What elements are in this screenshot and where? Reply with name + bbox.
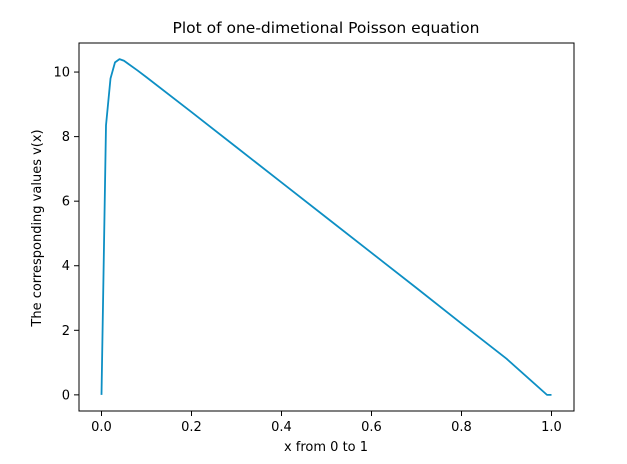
x-axis-label: x from 0 to 1 [284,440,368,455]
y-axis-label: The corresponding values v(x) [30,129,45,327]
x-axis-ticks: 0.0 0.2 0.4 0.6 0.8 1.0 [91,411,562,435]
y-axis-ticks: 0 2 4 6 8 10 [53,66,79,403]
line-layer [100,58,552,396]
x-tick-label: 0.6 [361,420,382,435]
plot-area [78,42,575,412]
x-tick-label: 1.0 [541,420,562,435]
x-tick-label: 0.0 [91,420,112,435]
chart-title: Plot of one-dimetional Poisson equation [172,19,479,37]
y-tick-label: 0 [62,388,70,403]
y-tick-label: 8 [62,130,70,145]
series-line [100,58,552,396]
y-tick-label: 4 [62,259,70,274]
x-tick-label: 0.8 [451,420,472,435]
x-tick-label: 0.2 [181,420,202,435]
axes-frame [78,42,575,412]
y-tick-label: 6 [62,195,70,210]
y-tick-label: 2 [62,324,70,339]
y-tick-label: 10 [53,66,70,81]
x-tick-label: 0.4 [271,420,292,435]
